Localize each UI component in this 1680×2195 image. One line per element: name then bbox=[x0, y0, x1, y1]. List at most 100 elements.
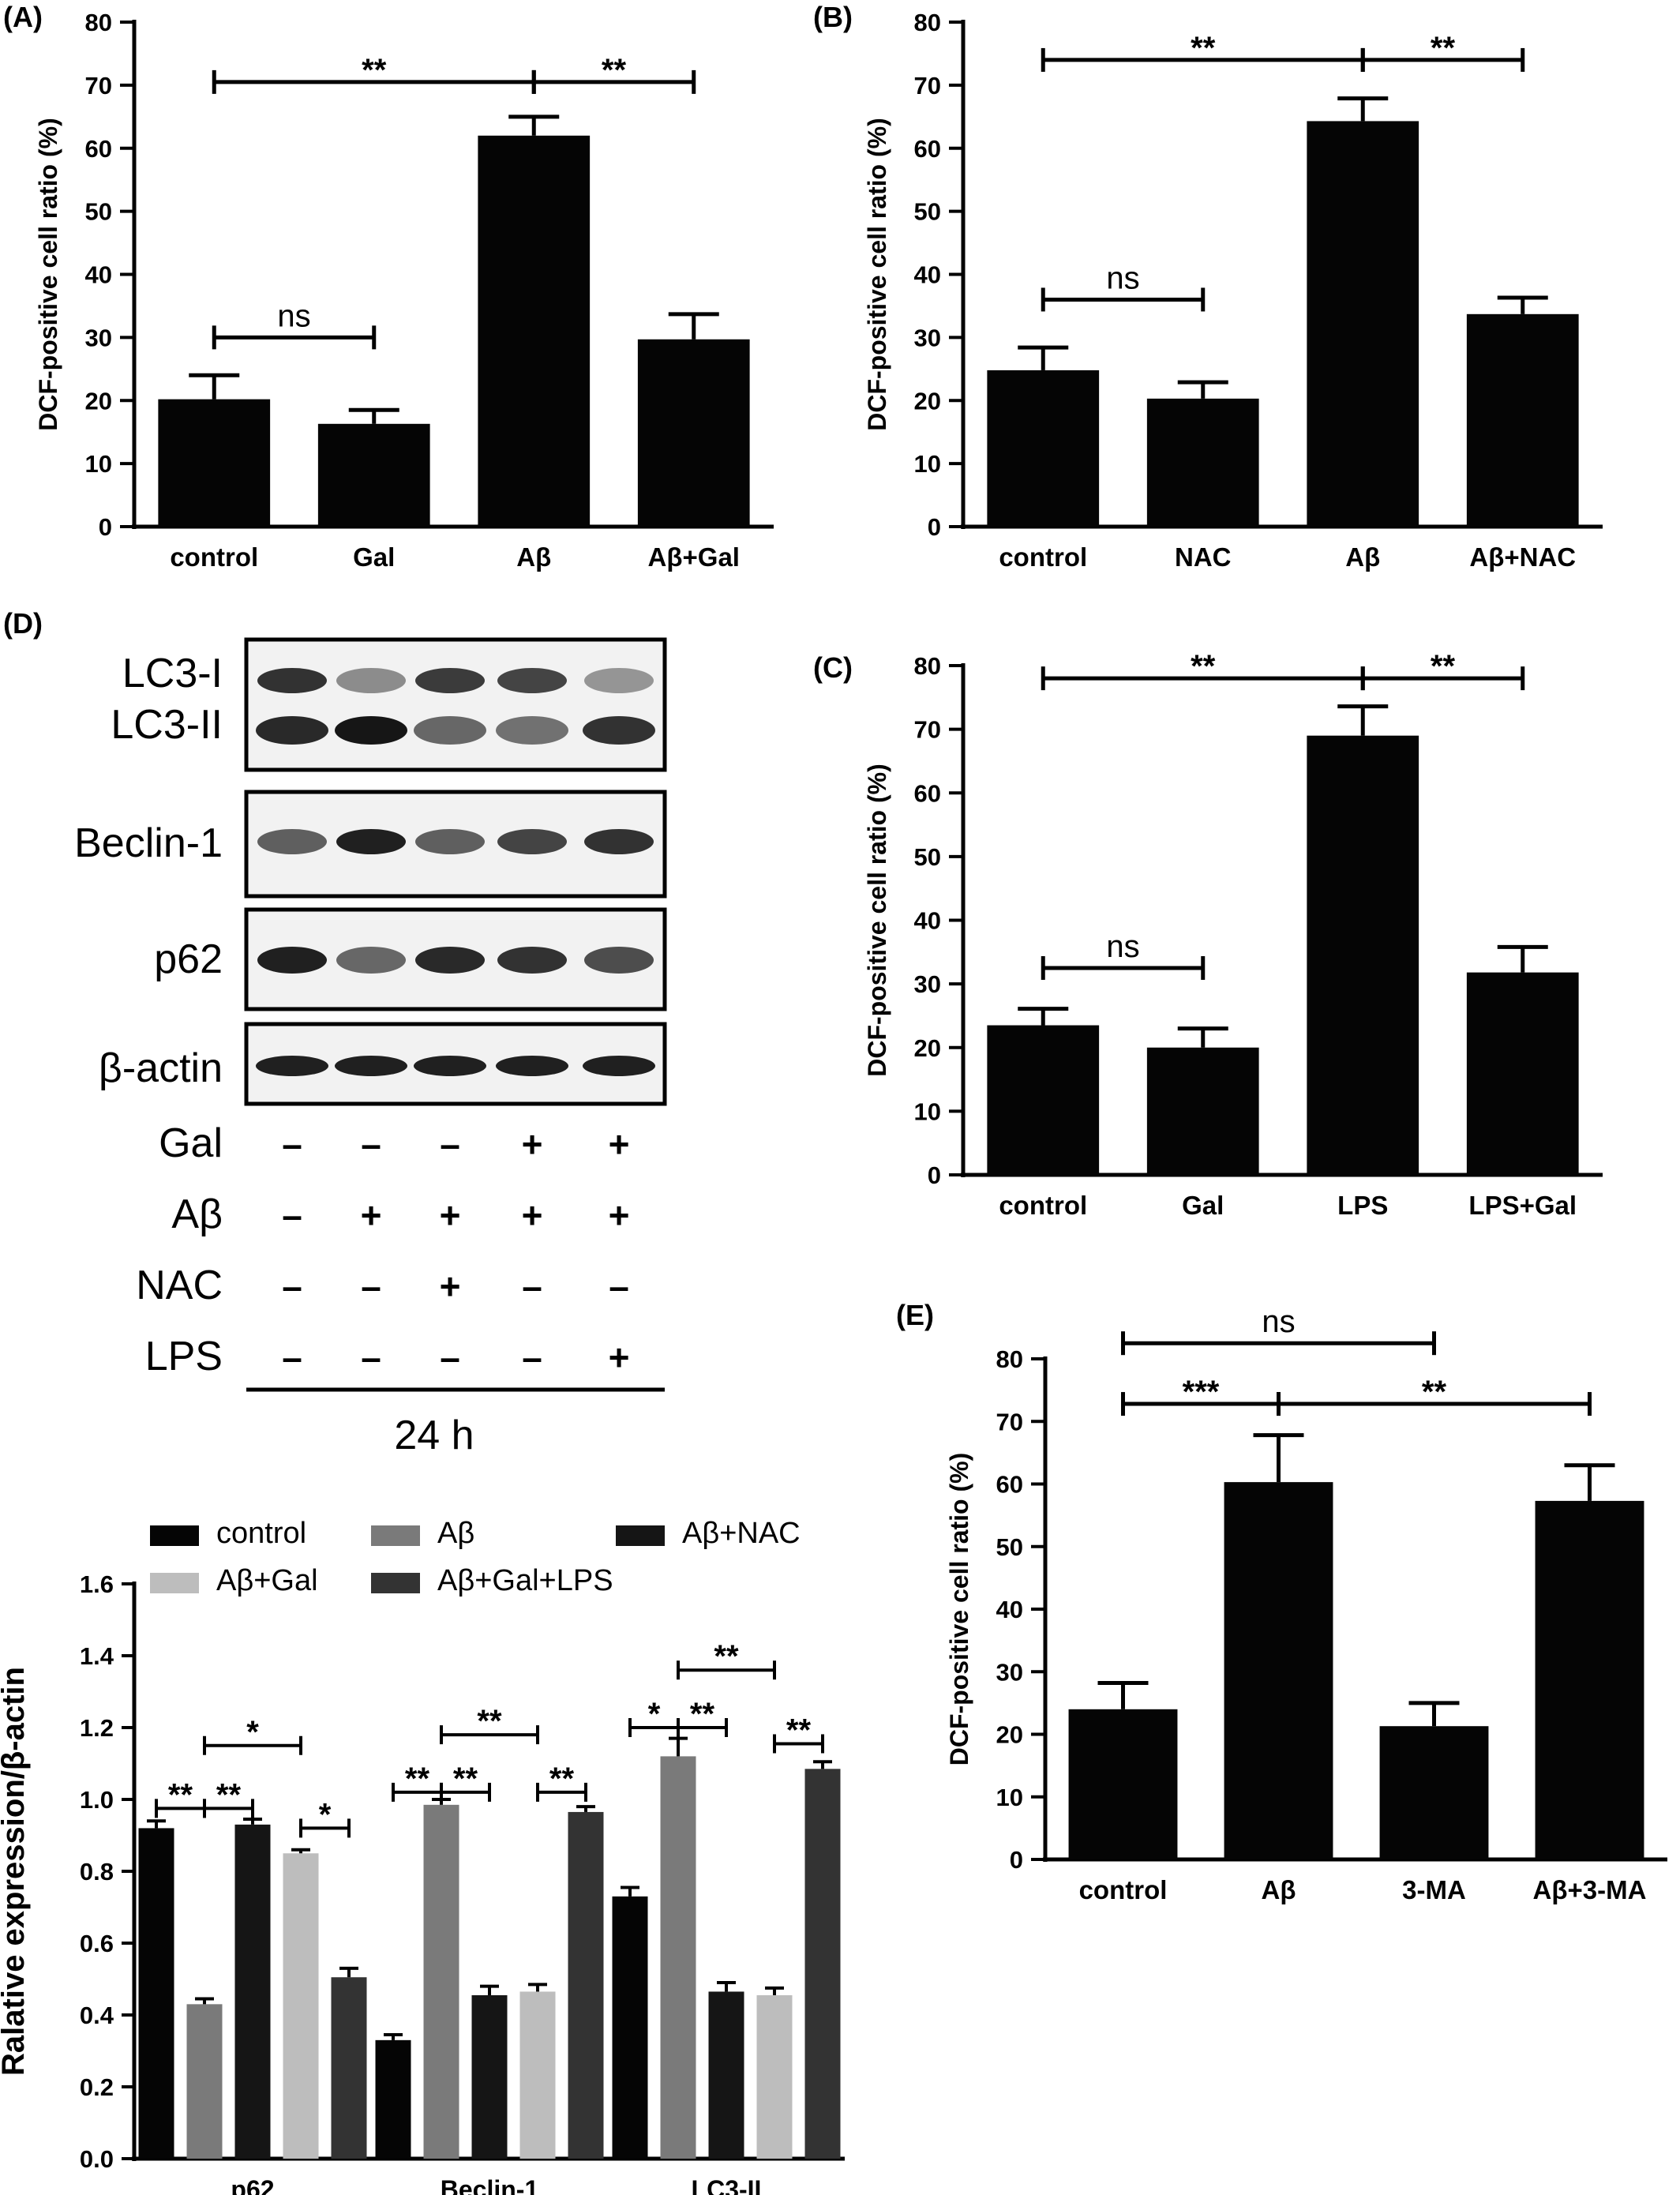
time-label: 24 h bbox=[394, 1413, 474, 1458]
blot-band bbox=[335, 1056, 407, 1076]
y-tick-label: 50 bbox=[914, 843, 941, 871]
panel-label: (A) bbox=[3, 1, 43, 33]
y-tick-label: 0 bbox=[1010, 1846, 1023, 1874]
significance-bracket: ** bbox=[773, 1713, 824, 1754]
significance-label: ** bbox=[786, 1713, 812, 1747]
significance-label: ** bbox=[690, 1697, 715, 1732]
significance-label: * bbox=[648, 1697, 661, 1732]
significance-label: ns bbox=[1106, 929, 1139, 964]
significance-bracket: ns bbox=[212, 298, 377, 350]
y-tick-label: 60 bbox=[85, 135, 112, 163]
significance-label: ** bbox=[168, 1777, 193, 1812]
legend-item: Aβ bbox=[371, 1517, 474, 1550]
significance-label: ** bbox=[1422, 1375, 1447, 1409]
condition-mark: – bbox=[361, 1337, 381, 1378]
bar bbox=[331, 1977, 367, 2159]
significance-bracket: ** bbox=[1277, 1375, 1592, 1416]
bar bbox=[612, 1896, 648, 2159]
y-tick-label: 0.6 bbox=[80, 1930, 114, 1957]
blot-band bbox=[584, 947, 654, 974]
significance-bracket: ns bbox=[1041, 261, 1206, 312]
legend-label: Aβ+NAC bbox=[682, 1517, 801, 1550]
y-tick-label: 80 bbox=[85, 9, 112, 36]
y-axis-label: DCF-positive cell ratio (%) bbox=[863, 118, 891, 431]
condition-mark: – bbox=[282, 1124, 302, 1165]
significance-bracket: ** bbox=[1041, 31, 1365, 72]
blot-band bbox=[497, 947, 567, 974]
y-tick-label: 10 bbox=[85, 450, 112, 478]
condition-label: Gal bbox=[159, 1120, 223, 1166]
x-tick-label: LC3-II bbox=[692, 2175, 762, 2195]
legend-item: Aβ+NAC bbox=[616, 1517, 801, 1550]
bar bbox=[1146, 398, 1259, 527]
y-tick-label: 0.0 bbox=[80, 2145, 114, 2173]
x-tick-label: Gal bbox=[1182, 1191, 1224, 1220]
y-tick-label: 20 bbox=[85, 387, 112, 415]
bar bbox=[708, 1991, 744, 2159]
bar bbox=[637, 339, 750, 527]
significance-label: ns bbox=[1106, 261, 1139, 295]
blot-band bbox=[257, 947, 327, 974]
y-tick-label: 0.4 bbox=[80, 2002, 114, 2029]
blot-label-p62: p62 bbox=[154, 936, 223, 982]
x-tick-label: p62 bbox=[231, 2175, 274, 2195]
significance-label: ** bbox=[1431, 31, 1456, 66]
chart-panel-b: (B) 0 10 20 30 40 50 60 70 80 DCF-positive cell ra… bbox=[813, 1, 1603, 572]
condition-mark: + bbox=[440, 1266, 461, 1307]
bar bbox=[478, 135, 591, 527]
condition-mark: + bbox=[609, 1124, 630, 1165]
y-tick-label: 0.2 bbox=[80, 2073, 114, 2101]
y-tick-label: 70 bbox=[914, 72, 941, 99]
bar bbox=[375, 2039, 411, 2159]
y-tick-label: 70 bbox=[914, 716, 941, 744]
significance-bracket: ** bbox=[677, 1697, 728, 1737]
blot-label-beclin-1: Beclin-1 bbox=[74, 820, 223, 866]
condition-mark: – bbox=[282, 1266, 302, 1307]
significance-label: ** bbox=[714, 1639, 739, 1674]
blot-band bbox=[584, 829, 654, 854]
y-tick-label: 20 bbox=[996, 1721, 1023, 1749]
significance-bracket: * bbox=[299, 1797, 351, 1838]
legend-label: Aβ+Gal bbox=[216, 1564, 318, 1597]
legend-label: Aβ+Gal+LPS bbox=[437, 1564, 613, 1597]
bar bbox=[1068, 1709, 1178, 1859]
bar bbox=[1466, 313, 1579, 527]
bar bbox=[804, 1769, 841, 2159]
panel-label: (C) bbox=[813, 651, 853, 684]
panel-label: (B) bbox=[813, 1, 853, 33]
y-tick-label: 30 bbox=[85, 324, 112, 351]
blot-band bbox=[256, 1056, 328, 1076]
significance-bracket: ns bbox=[1041, 929, 1206, 980]
blot-band bbox=[257, 829, 327, 854]
bar bbox=[987, 370, 1100, 527]
significance-bracket: ** bbox=[155, 1777, 206, 1818]
condition-row: Aβ – + + + + bbox=[171, 1191, 629, 1237]
bar bbox=[1307, 121, 1419, 527]
blot-panel-beclin bbox=[244, 790, 667, 899]
x-tick-label: Aβ+NAC bbox=[1469, 542, 1576, 572]
significance-bracket: ** bbox=[203, 1777, 254, 1818]
bar bbox=[660, 1756, 696, 2159]
y-tick-label: 0 bbox=[928, 513, 941, 541]
x-tick-label: Aβ bbox=[1345, 542, 1380, 572]
bar bbox=[1379, 1726, 1489, 1859]
significance-label: * bbox=[246, 1715, 259, 1750]
bar bbox=[138, 1828, 174, 2159]
significance-label: ** bbox=[453, 1762, 478, 1796]
bar bbox=[987, 1025, 1100, 1175]
y-tick-label: 10 bbox=[914, 450, 941, 478]
y-axis-label: DCF-positive cell ratio (%) bbox=[34, 118, 62, 431]
blot-band bbox=[583, 716, 655, 745]
blot-band bbox=[583, 1056, 655, 1076]
significance-label: ** bbox=[1191, 649, 1216, 684]
blot-band bbox=[336, 668, 406, 693]
significance-bracket: *** bbox=[1121, 1375, 1281, 1416]
bar bbox=[234, 1824, 271, 2159]
significance-bracket: ** bbox=[536, 1762, 587, 1802]
y-tick-label: 50 bbox=[85, 198, 112, 226]
y-tick-label: 1.0 bbox=[80, 1786, 114, 1814]
significance-label: ** bbox=[405, 1762, 430, 1796]
condition-mark: – bbox=[440, 1337, 460, 1378]
y-tick-label: 70 bbox=[996, 1408, 1023, 1435]
